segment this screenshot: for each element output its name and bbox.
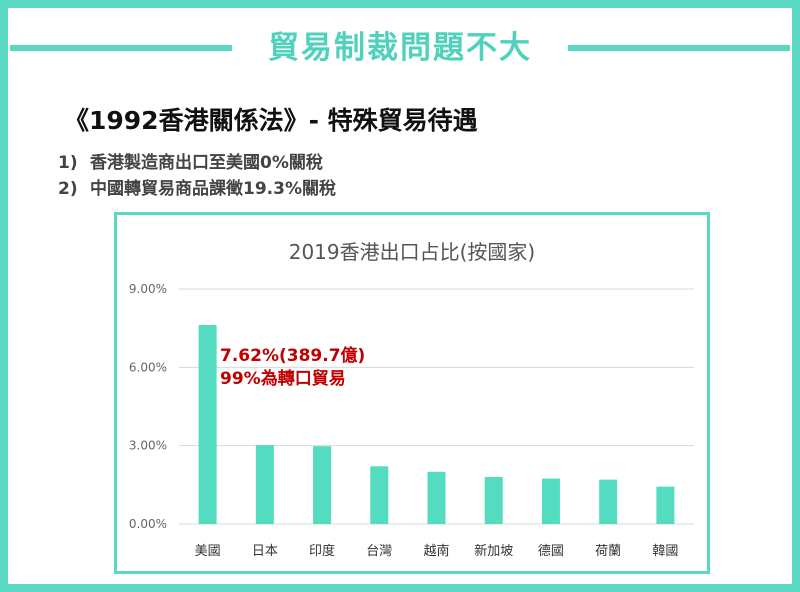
x-tick-label: 德國: [538, 544, 564, 559]
title-rule-left: [10, 45, 232, 51]
chart-container: 2019香港出口占比(按國家) 0.00% 3.00% 6.00% 9.00% 美國 日…: [114, 212, 710, 574]
x-tick-label: 荷蘭: [595, 543, 621, 559]
chart-annotation-note: 99%為轉口貿易: [220, 368, 346, 389]
list-text: 香港製造商出口至美國0%關稅: [90, 153, 323, 173]
list-number: 1): [58, 153, 78, 173]
list-number: 2): [58, 179, 78, 199]
bar-6: [484, 477, 503, 524]
list-text: 中國轉貿易商品課徵19.3%關稅: [90, 179, 336, 199]
bar-7: [541, 478, 560, 524]
chart-annotation-value: 7.62%(389.7億): [220, 345, 365, 366]
y-tick-label: 0.00%: [129, 517, 167, 531]
bar-8: [599, 479, 618, 524]
x-tick-label: 日本: [252, 544, 278, 559]
title-rule-right: [568, 45, 790, 51]
x-tick-label: 台灣: [366, 544, 392, 559]
y-tick-label: 6.00%: [129, 360, 167, 374]
bar-5: [427, 471, 446, 524]
bar-4: [370, 466, 389, 524]
x-tick-label: 越南: [423, 543, 449, 559]
x-tick-label: 美國: [195, 544, 221, 559]
slide-heading: 《1992香港關係法》- 特殊貿易待遇: [64, 106, 478, 135]
y-tick-label: 9.00%: [129, 282, 167, 296]
bullet-list: 1) 香港製造商出口至美國0%關稅 2) 中國轉貿易商品課徵19.3%關稅: [58, 150, 336, 202]
bar-1: [198, 325, 217, 524]
bar-9: [656, 486, 675, 524]
x-tick-label: 印度: [309, 543, 335, 559]
chart-title: 2019香港出口占比(按國家): [289, 240, 536, 264]
bar-3: [313, 446, 332, 524]
bar-2: [255, 445, 274, 524]
list-item: 2) 中國轉貿易商品課徵19.3%關稅: [58, 176, 336, 202]
list-item: 1) 香港製造商出口至美國0%關稅: [58, 150, 336, 176]
y-tick-label: 3.00%: [129, 439, 167, 453]
banner-title: 貿易制裁問題不大: [268, 30, 532, 66]
bar-chart: 2019香港出口占比(按國家) 0.00% 3.00% 6.00% 9.00% 美國 日…: [129, 240, 694, 559]
x-tick-label: 新加坡: [474, 543, 513, 559]
x-tick-label: 韓國: [652, 544, 678, 559]
